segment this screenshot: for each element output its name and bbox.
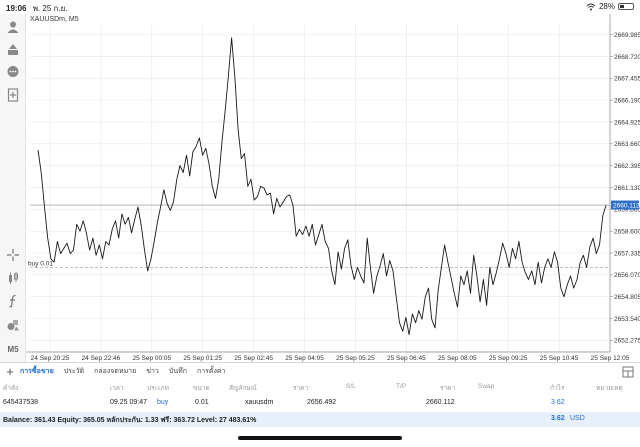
tab-mailbox[interactable]: กล่องจดหมาย xyxy=(94,368,137,375)
position-current-price: 2660.112 xyxy=(426,399,455,406)
col-type: ประเภท xyxy=(147,385,169,392)
col-symbol: สัญลักษณ์ xyxy=(229,385,257,392)
col-time: เวลา xyxy=(110,385,124,392)
col-current-price: ราคา xyxy=(440,385,456,392)
battery-fill xyxy=(620,5,624,8)
x-tick-label: 24 Sep 22:46 xyxy=(82,355,121,362)
balance-summary: Balance: 361.43 Equity: 365.05 หลักประกั… xyxy=(3,417,257,424)
x-tick-label: 24 Sep 20:25 xyxy=(31,355,70,362)
toolbox-tabs: + การซื้อขาย ประวัติ กล่องจดหมาย ข่าว บั… xyxy=(0,362,640,380)
col-swap: Swap xyxy=(478,383,495,390)
current-price-tag-label: 2660.112 xyxy=(613,202,640,209)
status-date: พ. 25 ก.ย. xyxy=(32,4,68,13)
balance-bar: Balance: 361.43 Equity: 365.05 หลักประกั… xyxy=(0,412,640,427)
tab-history[interactable]: ประวัติ xyxy=(63,368,85,375)
y-tick-label: 2654.805 xyxy=(614,294,640,301)
col-order: คำสั่ง xyxy=(3,385,19,392)
chart-symbol-label: XAUUSDm, M5 xyxy=(30,16,79,23)
col-comment: หมายเหตุ xyxy=(596,385,623,392)
position-type: buy xyxy=(157,399,169,406)
x-tick-label: 25 Sep 06:45 xyxy=(387,355,426,362)
shapes-icon[interactable] xyxy=(4,316,22,334)
crosshair-icon[interactable] xyxy=(4,246,22,264)
chat-icon[interactable] xyxy=(4,63,22,81)
x-tick-label: 25 Sep 05:25 xyxy=(336,355,375,362)
chart-background xyxy=(26,14,640,362)
position-ticket: 645437538 xyxy=(3,399,39,406)
chart-toolbar: M5 xyxy=(0,14,26,362)
x-tick-label: 25 Sep 04:05 xyxy=(285,355,324,362)
col-sl: S/L xyxy=(346,383,356,390)
battery-percent: 28% xyxy=(598,2,615,11)
col-tp: T/P xyxy=(396,383,407,390)
positions-header: คำสั่ง เวลา ประเภท ขนาด สัญลักษณ์ ราคา S… xyxy=(0,380,640,394)
y-tick-label: 2667.455 xyxy=(614,76,640,83)
col-volume: ขนาด xyxy=(193,385,210,392)
y-tick-label: 2668.720 xyxy=(614,54,640,61)
y-tick-label: 2661.130 xyxy=(614,185,640,192)
y-tick-label: 2656.070 xyxy=(614,272,640,279)
y-tick-label: 2658.600 xyxy=(614,228,640,235)
x-tick-label: 25 Sep 02:45 xyxy=(234,355,273,362)
y-tick-label: 2663.660 xyxy=(614,141,640,148)
x-tick-label: 25 Sep 00:05 xyxy=(132,355,171,362)
position-time: 09.25 09:47 xyxy=(110,399,147,406)
y-tick-label: 2669.985 xyxy=(614,32,640,39)
y-tick-label: 2664.925 xyxy=(614,119,640,126)
y-tick-label: 2662.395 xyxy=(614,163,640,170)
indicators-icon[interactable] xyxy=(4,269,22,287)
timeframe-button[interactable]: M5 xyxy=(7,344,19,354)
add-document-icon[interactable] xyxy=(4,86,22,104)
x-tick-label: 25 Sep 10:45 xyxy=(540,355,579,362)
tab-settings[interactable]: การตั้งค่า xyxy=(196,368,226,375)
position-row[interactable]: 645437538 09.25 09:47 buy 0.01 xauusdm 2… xyxy=(0,395,640,412)
x-tick-label: 25 Sep 09:25 xyxy=(489,355,528,362)
y-tick-label: 2657.335 xyxy=(614,250,640,257)
price-series-line xyxy=(37,37,607,336)
status-bar: 19:06 พ. 25 ก.ย. 28% xyxy=(0,0,640,14)
col-profit: กำไร xyxy=(550,385,565,392)
y-tick-label: 2666.190 xyxy=(614,97,640,104)
wifi-icon xyxy=(586,3,596,10)
panel-layout-icon[interactable] xyxy=(622,366,634,378)
col-price: ราคา xyxy=(293,385,309,392)
account-icon[interactable] xyxy=(4,18,22,36)
add-tab-button[interactable]: + xyxy=(6,364,14,379)
y-tick-label: 2653.540 xyxy=(614,316,640,323)
tab-journal[interactable]: บันทึก xyxy=(168,368,187,375)
trade-icon[interactable] xyxy=(4,40,22,58)
position-symbol: xauusdm xyxy=(245,399,274,406)
current-price-tag xyxy=(611,200,639,210)
battery-icon xyxy=(618,3,634,10)
buy-level-label: buy 0.01 xyxy=(28,261,53,268)
position-volume: 0.01 xyxy=(195,399,209,406)
y-tick-label: 2652.275 xyxy=(614,338,640,345)
home-indicator[interactable] xyxy=(238,436,402,440)
position-open-price: 2656.492 xyxy=(307,399,337,406)
tab-news[interactable]: ข่าว xyxy=(146,368,159,375)
chart-canvas[interactable]: 2669.985 2668.720 2667.455 2666.190 2664.925… xyxy=(26,14,640,362)
x-tick-label: 25 Sep 12:05 xyxy=(591,355,630,362)
price-chart[interactable]: 2669.985 2668.720 2667.455 2666.190 2664.925… xyxy=(26,14,640,362)
status-time: 19:06 xyxy=(6,4,27,13)
position-profit: 3.62 xyxy=(551,399,565,406)
currency-label: USD xyxy=(570,415,585,422)
y-tick-label: 2659.865 xyxy=(614,207,640,214)
function-icon[interactable] xyxy=(4,292,22,310)
tab-trade[interactable]: การซื้อขาย xyxy=(20,368,54,375)
x-tick-label: 25 Sep 01:25 xyxy=(183,355,222,362)
x-tick-label: 25 Sep 08:05 xyxy=(438,355,477,362)
total-profit: 3.62 xyxy=(551,415,565,422)
